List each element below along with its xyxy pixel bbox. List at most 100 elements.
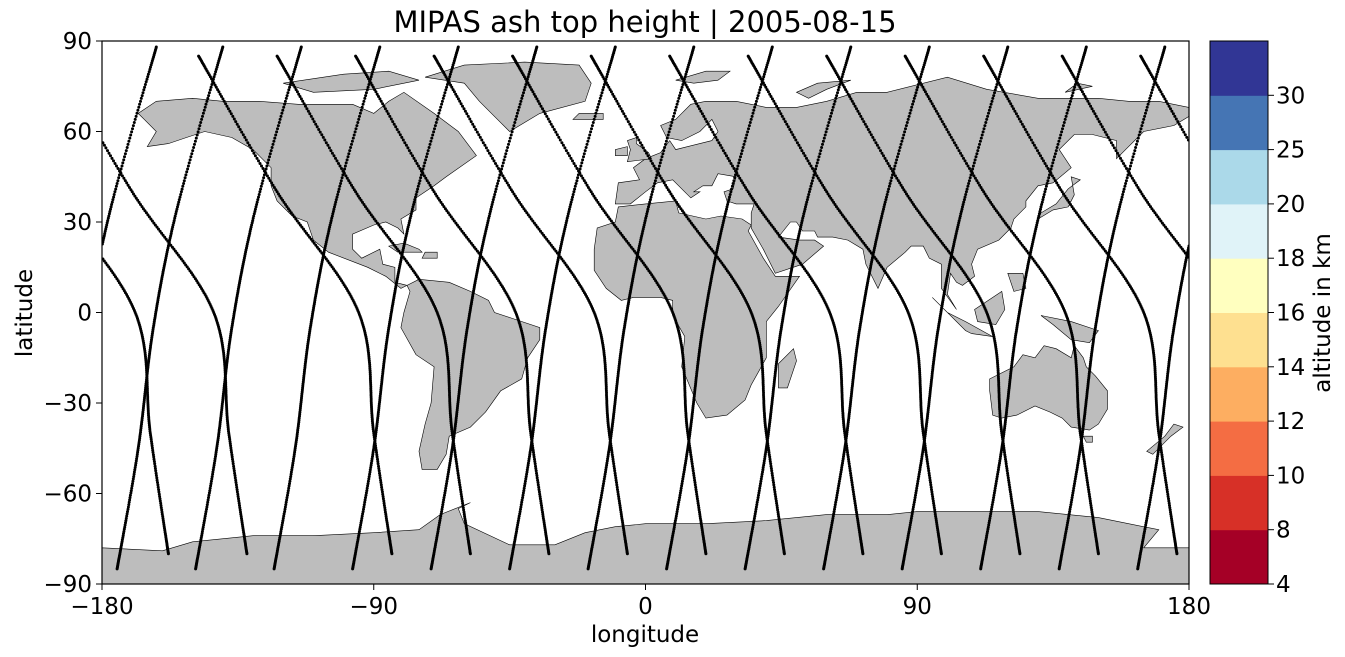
orbit-sample-point [933,107,937,111]
orbit-sample-point [1011,508,1015,512]
orbit-sample-point [483,143,487,147]
orbit-sample-point [869,133,873,137]
orbit-sample-point [205,99,209,103]
orbit-sample-point [344,161,348,165]
orbit-sample-point [507,142,510,146]
orbit-sample-point [597,102,601,106]
orbit-sample-point [477,133,481,137]
orbit-sample-point [661,179,665,183]
orbit-sample-point [927,474,931,477]
orbit-sample-point [537,485,541,489]
orbit-sample-point [252,151,256,155]
orbit-sample-point [198,124,202,128]
orbit-sample-point [537,490,541,494]
orbit-sample-point [616,102,620,106]
orbit-sample-point [228,109,232,113]
orbit-sample-point [882,154,885,158]
orbit-sample-point [380,490,384,494]
orbit-sample-point [258,190,262,194]
orbit-sample-point [427,146,431,149]
orbit-sample-point [454,455,458,459]
orbit-sample-point [504,179,508,183]
orbit-sample-point [576,176,580,180]
orbit-sample-point [364,94,368,98]
orbit-sample-point [649,159,653,163]
orbit-sample-point [619,107,623,111]
orbit-sample-point [1045,164,1048,168]
orbit-sample-point [704,552,708,556]
orbit-sample-point [358,114,361,118]
orbit-sample-point [692,476,696,480]
orbit-sample-point [1017,117,1021,121]
orbit-sample-point [926,95,930,98]
orbit-sample-point [581,176,585,180]
orbit-sample-point [312,241,316,245]
orbit-sample-point [845,90,849,94]
orbit-sample-point [454,460,458,463]
orbit-sample-point [879,149,882,153]
orbit-sample-point [1004,460,1008,463]
orbit-sample-point [269,149,273,153]
orbit-sample-point [640,143,644,147]
map-area[interactable] [101,40,1191,585]
orbit-sample-point [850,99,854,103]
orbit-sample-point [1043,162,1047,165]
orbit-sample-point [924,448,928,452]
orbit-sample-point [468,117,472,121]
orbit-sample-point [1176,120,1180,124]
orbit-sample-point [285,94,289,98]
orbit-sample-point [770,97,774,101]
orbit-sample-point [268,152,272,156]
orbit-sample-point [388,114,392,118]
orbit-sample-point [698,107,701,111]
orbit-sample-point [425,152,429,156]
orbit-sample-point [403,141,407,145]
orbit-sample-point [309,114,313,118]
orbit-sample-point [930,490,934,494]
orbit-sample-point [613,45,617,49]
orbit-sample-point [360,105,364,109]
orbit-sample-point [809,164,813,168]
orbit-sample-point [357,117,361,121]
orbit-sample-point [350,183,353,187]
orbit-sample-point [458,485,462,489]
orbit-sample-point [365,88,369,92]
orbit-sample-point [270,146,274,149]
orbit-sample-point [295,90,299,94]
orbit-sample-point [282,200,286,204]
orbit-sample-point [531,219,535,223]
orbit-sample-point [580,161,584,165]
orbit-sample-point [571,195,574,199]
orbit-sample-point [521,94,525,98]
orbit-sample-point [846,450,849,454]
orbit-sample-point [377,469,381,473]
orbit-sample-point [923,90,927,94]
orbit-sample-point [353,130,357,134]
orbit-sample-point [618,506,622,510]
orbit-sample-point [800,149,804,153]
orbit-sample-point [596,105,600,109]
orbit-sample-point [200,117,204,121]
orbit-sample-point [453,450,457,454]
orbit-sample-point [335,195,339,199]
orbit-sample-point [268,179,272,183]
orbit-sample-point [635,135,639,139]
orbit-sample-point [680,85,684,89]
orbit-sample-point [1007,478,1011,482]
orbit-sample-point [615,483,619,487]
orbit-sample-point [811,167,814,170]
orbit-sample-point [769,95,773,98]
orbit-sample-point [262,173,266,177]
orbit-sample-point [1016,114,1020,118]
orbit-sample-point [277,121,281,124]
orbit-sample-point [663,146,667,149]
orbit-sample-point [927,469,931,473]
orbit-sample-point [691,469,695,473]
orbit-sample-point [783,120,787,124]
orbit-sample-point [501,174,505,178]
orbit-sample-point [263,170,267,174]
orbit-sample-point [818,179,822,183]
orbit-sample-point [456,474,460,477]
orbit-sample-point [546,117,550,121]
orbit-sample-point [584,181,588,185]
